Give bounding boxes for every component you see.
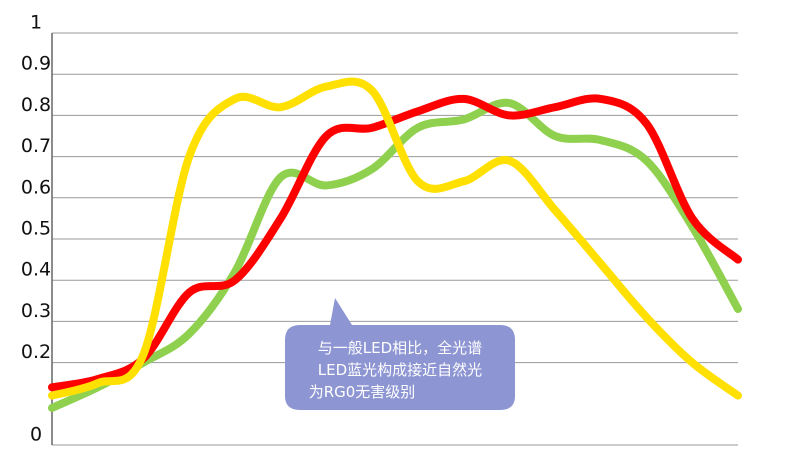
y-tick-label: 0.5 [21,218,51,240]
annotation-line: LED蓝光构成接近自然光 [318,361,482,379]
plot-area: 0 0.2 0.3 0.4 0.5 0.6 0.7 0.8 0.9 1 [21,12,742,446]
annotation-callout: 与一般LED相比，全光谱 LED蓝光构成接近自然光 为RG0无害级别 [285,298,515,410]
y-tick-label: 0.7 [21,135,51,157]
y-tick-label: 0.9 [21,53,51,75]
y-tick-label: 1 [30,12,42,34]
series-line [48,77,742,400]
y-tick-label: 0.6 [21,176,51,198]
y-tick-label: 0.2 [21,341,51,363]
y-tick-label: 0.3 [21,300,51,322]
annotation-line: 与一般LED相比，全光谱 [318,339,482,357]
series-line [48,98,742,412]
y-tick-label: 0.8 [21,94,51,116]
callout-box [285,298,515,410]
annotation-line: 为RG0无害级别 [309,383,416,401]
y-tick-label: 0.4 [21,259,51,281]
y-tick-label: 0 [30,424,42,446]
